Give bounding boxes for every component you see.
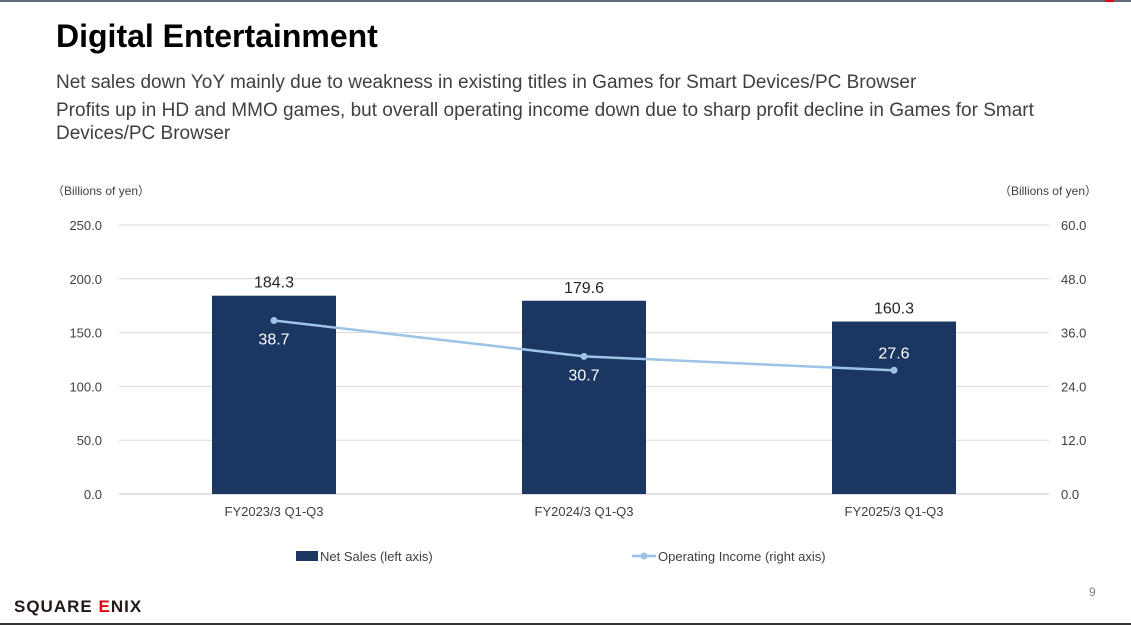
subtitle-1: Net sales down YoY mainly due to weaknes… xyxy=(56,72,917,93)
bar-net-sales xyxy=(212,295,336,494)
page-title: Digital Entertainment xyxy=(56,18,378,54)
top-accent xyxy=(1105,0,1114,2)
legend-swatch-net-sales xyxy=(296,551,318,561)
right-axis-unit: （Billions of yen） xyxy=(999,184,1097,198)
line-data-label: 38.7 xyxy=(258,331,289,348)
left-tick-label: 50.0 xyxy=(77,433,102,448)
right-tick-label: 48.0 xyxy=(1061,272,1086,287)
line-data-label: 27.6 xyxy=(878,345,909,362)
right-tick-label: 60.0 xyxy=(1061,218,1086,233)
legend-label-operating-income: Operating Income (right axis) xyxy=(658,549,826,564)
bar-data-label: 184.3 xyxy=(254,275,294,292)
left-tick-label: 200.0 xyxy=(69,272,102,287)
left-tick-label: 0.0 xyxy=(84,487,102,502)
right-tick-label: 0.0 xyxy=(1061,487,1079,502)
legend-label-net-sales: Net Sales (left axis) xyxy=(320,549,433,564)
category-label: FY2023/3 Q1-Q3 xyxy=(225,504,324,519)
left-tick-label: 150.0 xyxy=(69,326,102,341)
bar-net-sales xyxy=(522,300,646,494)
subtitle-2: Profits up in HD and MMO games, but over… xyxy=(56,100,1034,144)
line-point xyxy=(270,316,278,324)
bar-data-label: 160.3 xyxy=(874,301,914,318)
line-point xyxy=(580,352,588,360)
category-label: FY2025/3 Q1-Q3 xyxy=(845,504,944,519)
left-axis-unit: （Billions of yen） xyxy=(52,184,150,198)
page-number: 9 xyxy=(1089,585,1096,599)
category-label: FY2024/3 Q1-Q3 xyxy=(535,504,634,519)
right-tick-label: 24.0 xyxy=(1061,379,1086,394)
left-tick-label: 250.0 xyxy=(69,218,102,233)
line-point xyxy=(890,366,898,374)
left-tick-label: 100.0 xyxy=(69,379,102,394)
right-tick-label: 36.0 xyxy=(1061,326,1086,341)
top-border xyxy=(0,0,1131,2)
bar-data-label: 179.6 xyxy=(564,280,604,297)
right-tick-label: 12.0 xyxy=(1061,433,1086,448)
bottom-border xyxy=(0,623,1131,625)
line-data-label: 30.7 xyxy=(568,367,599,384)
square-enix-logo: SQUARE ENIX xyxy=(14,597,143,616)
legend-marker xyxy=(640,552,648,560)
bar-net-sales xyxy=(832,321,956,494)
